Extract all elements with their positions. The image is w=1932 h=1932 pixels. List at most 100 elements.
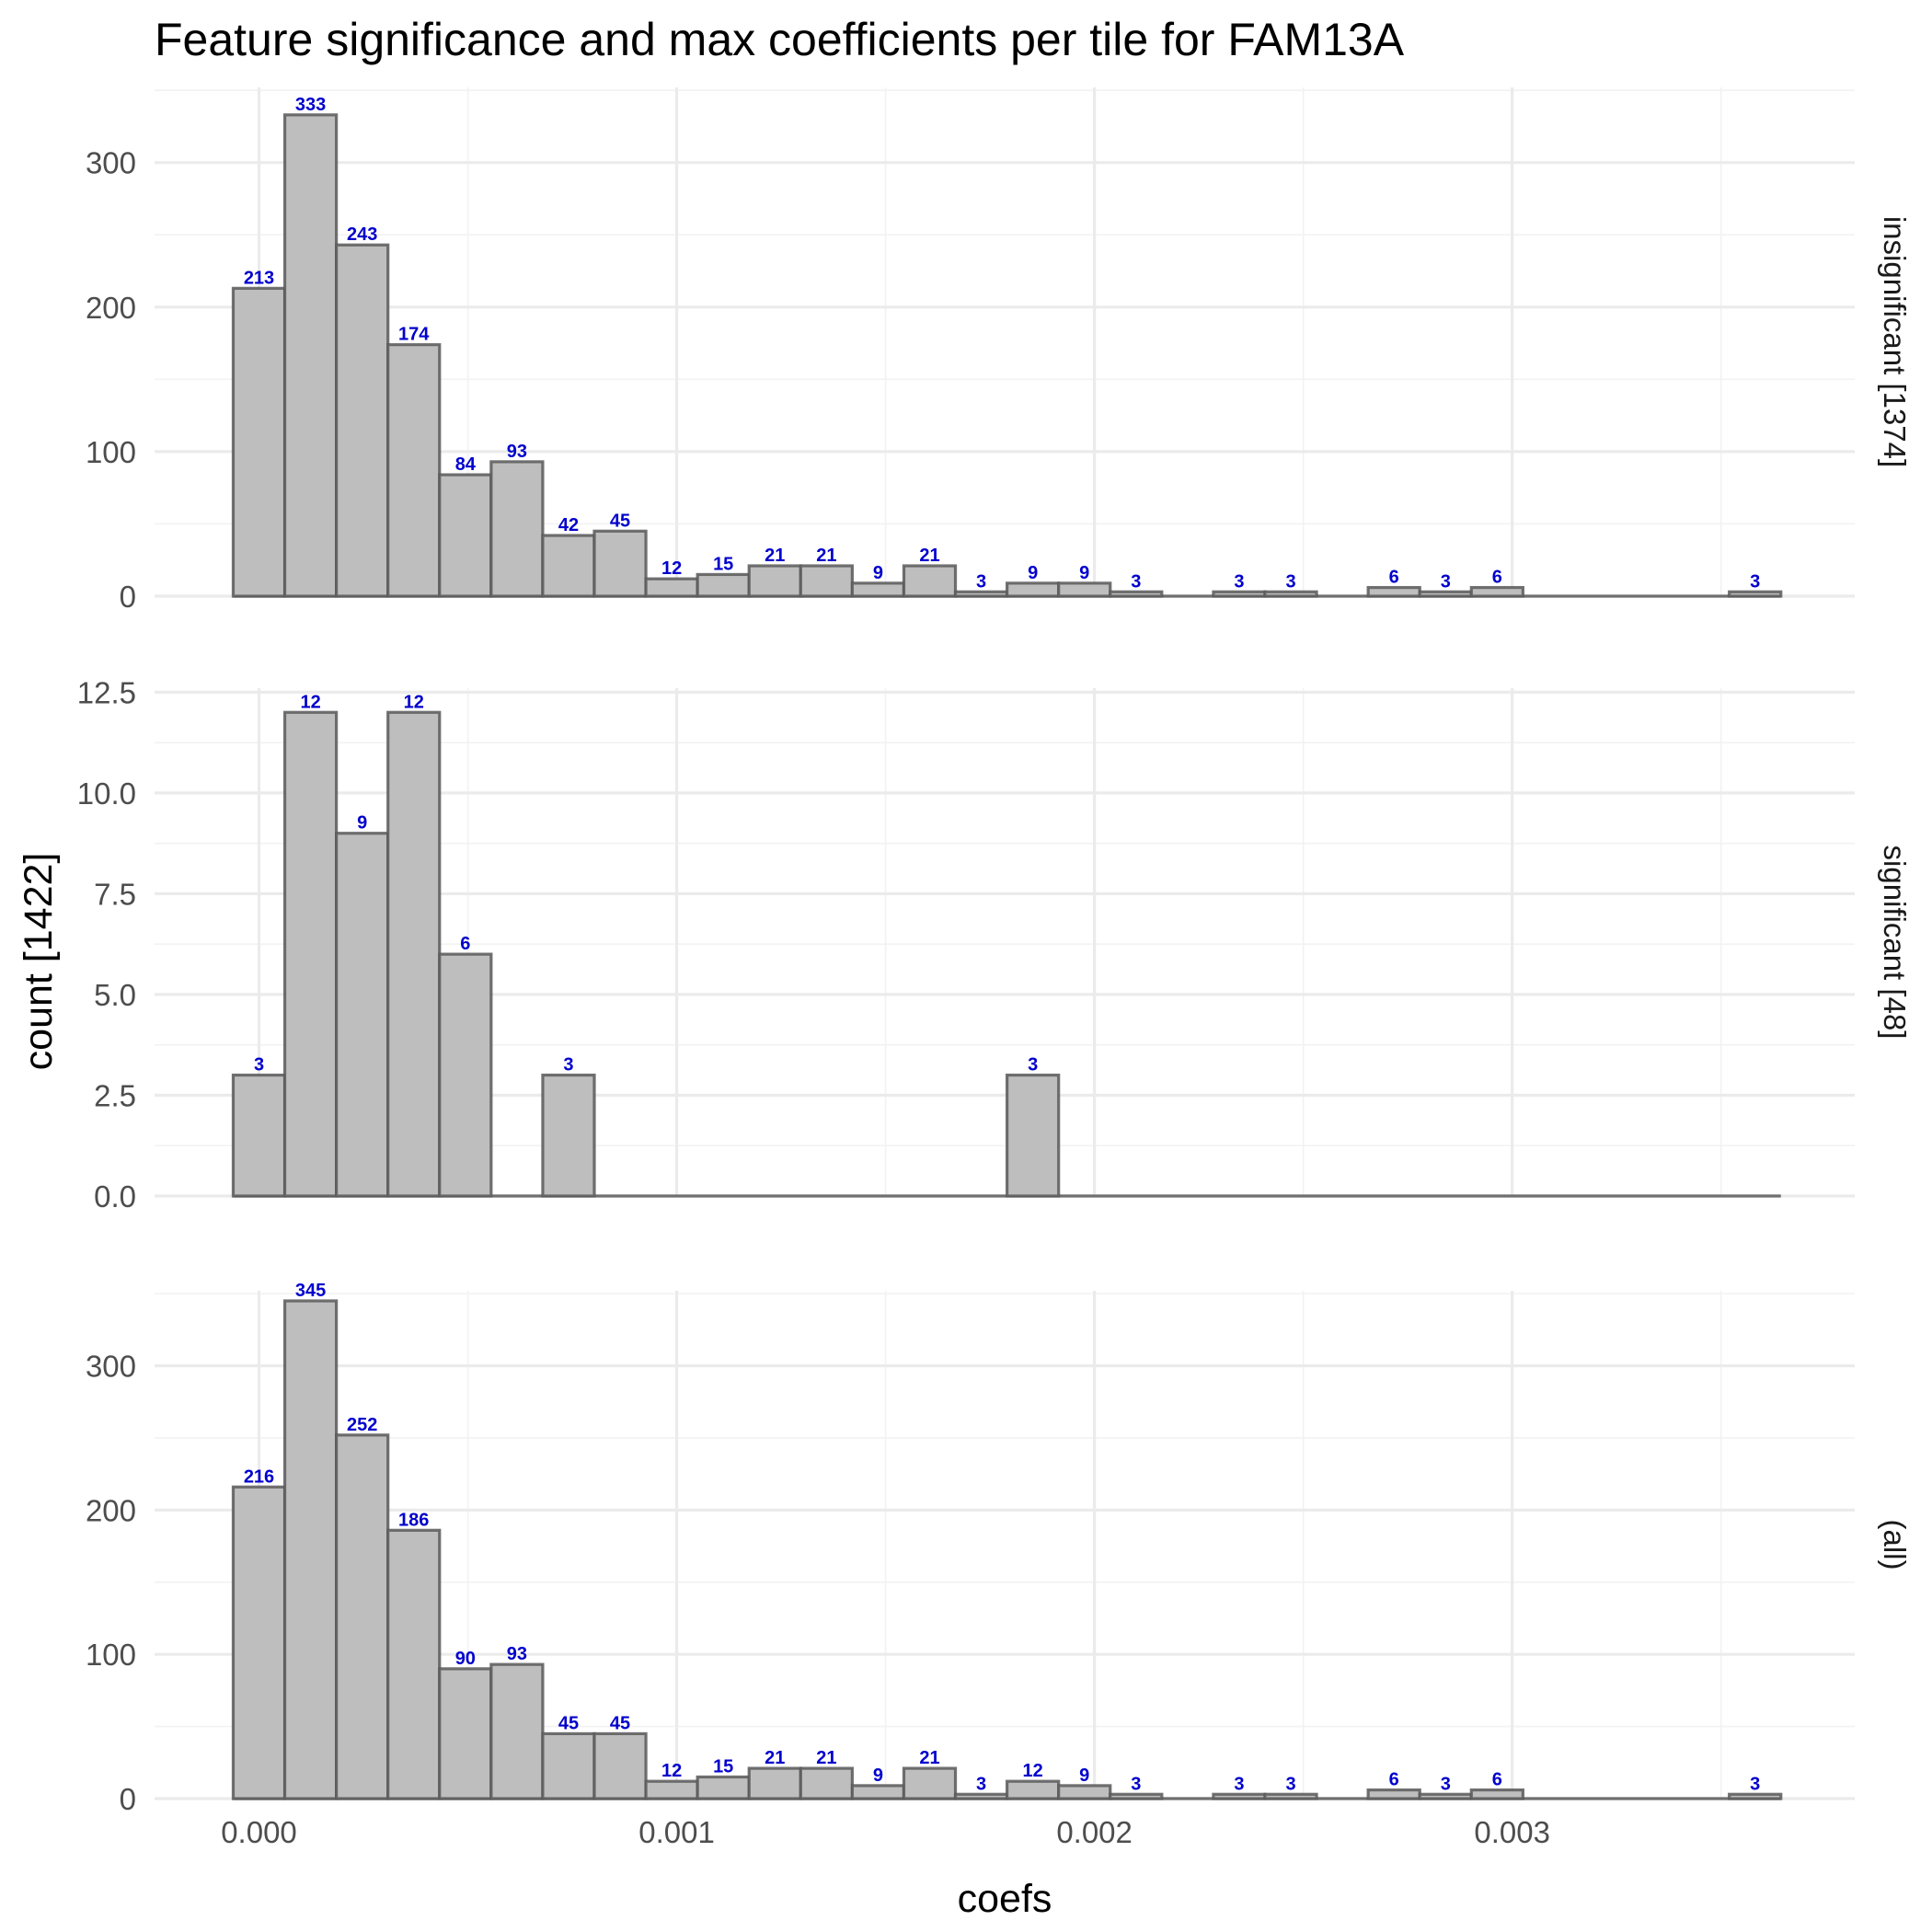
x-tick-label: 0.000: [221, 1815, 297, 1849]
histogram-bar: [335, 1433, 390, 1800]
histogram-bar: [1263, 1792, 1318, 1800]
facet-strip-label: insignificant [1374]: [1878, 216, 1912, 467]
bar-count-label: 90: [455, 1649, 476, 1669]
bar-count-label: 21: [816, 546, 836, 566]
bar-count-label: 216: [244, 1466, 274, 1487]
bar-count-label: 45: [610, 511, 630, 531]
y-tick-label: 2.5: [94, 1078, 136, 1112]
bar-count-label: 3: [1234, 1774, 1244, 1794]
bar-count-label: 21: [765, 546, 785, 566]
histogram-bar: [696, 1775, 751, 1800]
histogram-bar: [1366, 585, 1421, 598]
histogram-bar: [799, 564, 854, 598]
bar-count-label: 252: [347, 1415, 377, 1435]
histogram-bar: [747, 564, 802, 598]
bar-count-label: 333: [295, 95, 326, 115]
facet-strip-label: significant [48]: [1878, 845, 1912, 1040]
histogram-bar: [953, 1792, 1009, 1800]
bar-count-label: 243: [347, 224, 377, 245]
histogram-bar: [902, 1766, 958, 1800]
bar-count-label: 12: [661, 1761, 682, 1781]
histogram-bar: [386, 343, 442, 598]
bar-count-label: 6: [1492, 1770, 1502, 1790]
bar-count-label: 3: [976, 1774, 986, 1794]
bar-count-label: 21: [816, 1748, 836, 1768]
bar-count-label: 12: [404, 692, 424, 712]
histogram-bar: [799, 1766, 854, 1800]
y-tick-label: 7.5: [94, 877, 136, 911]
bar-count-label: 6: [1389, 1770, 1399, 1790]
y-tick-label: 100: [86, 435, 136, 469]
bar-count-label: 345: [295, 1281, 326, 1301]
histogram-bar: [1469, 585, 1524, 598]
bar-count-label: 3: [1750, 571, 1760, 592]
bar-count-label: 93: [507, 1644, 527, 1664]
bar-count-label: 21: [765, 1748, 785, 1768]
histogram-bar: [1057, 1784, 1112, 1800]
bar-count-label: 3: [976, 571, 986, 592]
chart-title: Feature significance and max coefficient…: [155, 14, 1405, 65]
histogram-bar: [231, 1485, 287, 1800]
bar-count-label: 3: [254, 1055, 264, 1075]
bar-count-label: 3: [1131, 571, 1141, 592]
bar-count-label: 3: [1234, 571, 1244, 592]
histogram-bar: [1263, 590, 1318, 598]
histogram-bar: [282, 1299, 339, 1800]
histogram-bar: [1418, 1792, 1473, 1800]
bar-count-label: 3: [1441, 571, 1451, 592]
histogram-bar: [1006, 1073, 1061, 1198]
histogram-bar: [541, 1073, 596, 1198]
histogram-bar: [953, 590, 1009, 598]
histogram-bar: [1006, 581, 1061, 598]
histogram-bar: [489, 1662, 545, 1800]
bar-count-label: 3: [1131, 1774, 1141, 1794]
histogram-bar: [231, 1073, 287, 1198]
histogram-bar: [438, 952, 493, 1198]
histogram-bar: [282, 113, 339, 598]
bar-count-label: 15: [713, 554, 733, 574]
histogram-bar: [592, 529, 648, 598]
histogram-bar: [335, 832, 390, 1198]
bar-count-label: 3: [1285, 571, 1295, 592]
histogram-bar: [644, 1779, 699, 1800]
y-tick-label: 12.5: [77, 675, 136, 709]
histogram-bar: [1057, 581, 1112, 598]
bar-count-label: 3: [1441, 1774, 1451, 1794]
bar-count-label: 3: [1750, 1774, 1760, 1794]
bar-count-label: 6: [1492, 568, 1502, 588]
y-tick-label: 5.0: [94, 978, 136, 1012]
histogram-bar: [850, 581, 906, 598]
bar-count-label: 9: [1079, 1765, 1089, 1786]
y-tick-label: 200: [86, 1493, 136, 1527]
bar-count-label: 9: [357, 813, 367, 834]
histogram-bar: [696, 572, 751, 598]
histogram-bar: [438, 1667, 493, 1800]
bar-count-label: 9: [1079, 563, 1089, 583]
bar-count-label: 3: [1285, 1774, 1295, 1794]
histogram-bar: [438, 473, 493, 598]
histogram-bar: [850, 1784, 906, 1800]
bar-count-label: 213: [244, 268, 274, 288]
histogram-bar: [1418, 590, 1473, 598]
histogram-bar: [1212, 590, 1267, 598]
histogram-bar: [1006, 1779, 1061, 1800]
histogram-bar: [747, 1766, 802, 1800]
histogram-bar: [1109, 1792, 1164, 1800]
bar-count-label: 15: [713, 1756, 733, 1777]
bar-count-label: 9: [873, 563, 883, 583]
bar-count-label: 45: [558, 1713, 579, 1733]
bar-count-label: 3: [563, 1055, 573, 1075]
y-axis-title: count [1422]: [17, 853, 61, 1071]
y-tick-label: 0.0: [94, 1179, 136, 1213]
histogram-bar: [1212, 1792, 1267, 1800]
bar-count-label: 45: [610, 1713, 630, 1733]
bar-count-label: 6: [460, 934, 470, 954]
bar-count-label: 42: [558, 515, 579, 535]
histogram-bar: [1728, 1792, 1783, 1800]
y-tick-label: 200: [86, 291, 136, 325]
facet-strip-label: (all): [1878, 1520, 1912, 1570]
histogram-bar: [1366, 1788, 1421, 1800]
histogram-bar: [1109, 590, 1164, 598]
